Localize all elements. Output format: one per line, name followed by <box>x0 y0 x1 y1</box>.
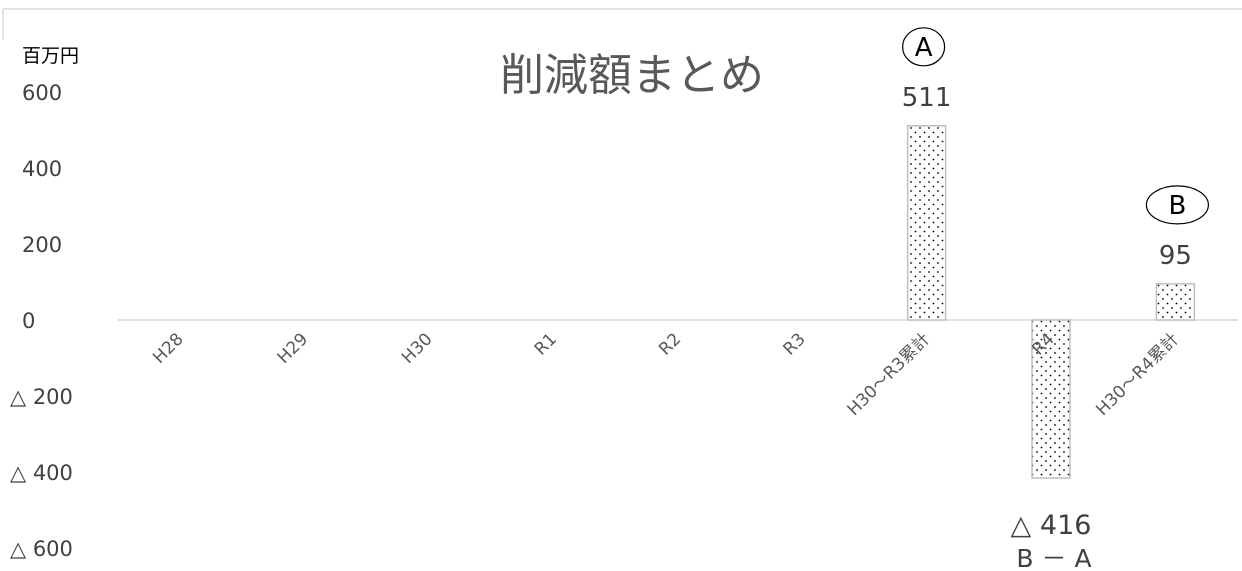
y-unit-label: 百万円 <box>22 45 79 67</box>
x-tick-label: R2 <box>655 329 685 359</box>
y-tick-label: △ 600 <box>10 537 73 561</box>
data-label: △ 416 <box>1011 510 1092 541</box>
bar <box>1031 319 1071 479</box>
y-tick-label: 600 <box>22 81 62 105</box>
x-tick-label: R3 <box>780 329 810 359</box>
marker-circle <box>901 27 946 67</box>
x-axis-tick-labels: H28 H29 H30 R1 R2 R3 H30～R3累計 R4 H30～R4累計 <box>149 329 1183 420</box>
y-axis-ticks: 600 400 200 0 △ 200 △ 400 △ 600 <box>10 81 73 561</box>
y-tick-label: △ 200 <box>10 385 73 409</box>
chart-title: 削減額まとめ <box>500 50 764 101</box>
marker-label: A <box>915 33 933 63</box>
marker-circle <box>1145 185 1210 225</box>
x-tick-label: H30～R3累計 <box>844 329 935 420</box>
bar <box>1155 283 1196 321</box>
x-tick-label: H30 <box>398 329 436 367</box>
x-tick-label: H29 <box>274 329 312 367</box>
y-tick-label: 0 <box>22 309 35 333</box>
data-label: 95 <box>1159 241 1192 271</box>
annotations: 511 A △ 416 B － A 95 B <box>901 27 1210 571</box>
bars <box>906 125 1196 479</box>
x-tick-label: R1 <box>531 329 561 359</box>
x-tick-label: H28 <box>149 329 187 367</box>
marker-label: B <box>1168 191 1186 221</box>
y-tick-label: △ 400 <box>10 461 73 485</box>
bar <box>906 125 947 321</box>
x-tick-label: H30～R4累計 <box>1092 329 1183 420</box>
y-tick-label: 200 <box>22 233 62 257</box>
y-tick-label: 400 <box>22 157 62 181</box>
data-label: 511 <box>902 83 952 113</box>
bar-note: B － A <box>1016 544 1091 571</box>
